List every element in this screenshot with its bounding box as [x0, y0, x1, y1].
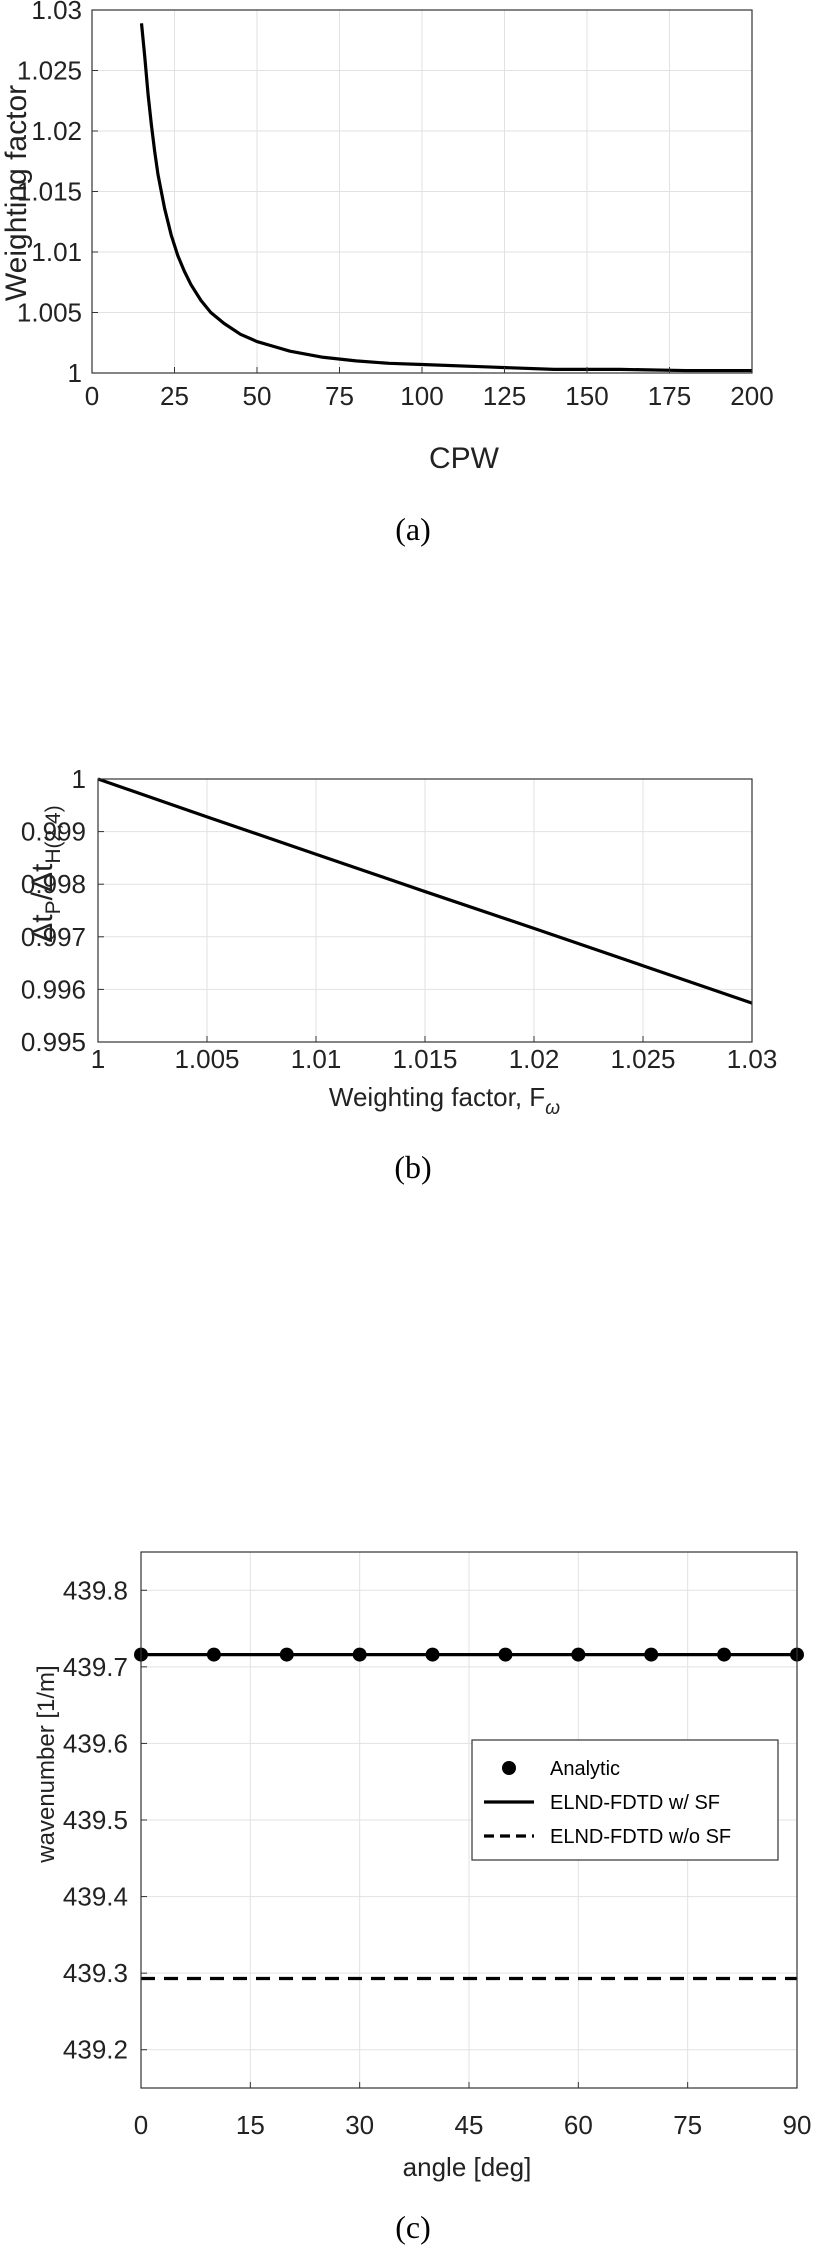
- x-tick-label: 1.015: [392, 1044, 457, 1074]
- chart-b-y-axis-label-mid: /Δt: [26, 863, 59, 900]
- y-tick-label: 1.015: [17, 177, 82, 207]
- x-tick-label: 1.01: [291, 1044, 342, 1074]
- chart-a-y-axis-label: Weighting factor: [0, 85, 33, 301]
- chart-c-caption: (c): [395, 2209, 431, 2245]
- chart-b-x-ticks: 1 1.005 1.01 1.015 1.02 1.025 1.03: [91, 1036, 778, 1074]
- legend-box: [471, 1739, 779, 1861]
- x-tick-label: 25: [160, 381, 189, 411]
- chart-c-x-ticks: 0 15 30 45 60 75 90: [134, 2082, 812, 2140]
- x-tick-label: 1.03: [727, 1044, 778, 1074]
- x-tick-label: 0: [134, 2110, 148, 2140]
- chart-a-x-ticks: 0 25 50 75 100 125 150 175 200: [85, 367, 774, 411]
- chart-b-y-axis-label-sub1: P: [42, 900, 65, 914]
- legend-marker: [502, 1761, 516, 1775]
- y-tick-label: 0.996: [21, 974, 86, 1004]
- y-tick-label: 1: [68, 358, 82, 388]
- y-tick-label: 1.025: [17, 56, 82, 86]
- legend-label: ELND-FDTD w/ SF: [550, 1792, 720, 1814]
- series-line: [139, 23, 752, 373]
- chart-c-legend: Analytic ELND-FDTD w/ SF ELND-FDTD w/o SF: [471, 1739, 779, 1861]
- chart-a-series: [139, 23, 752, 373]
- chart-c-series: [134, 1647, 804, 1981]
- y-tick-label: 1.01: [31, 237, 82, 267]
- x-tick-label: 50: [243, 381, 272, 411]
- chart-b-x-axis-label-sub: ω: [545, 1098, 560, 1119]
- legend-label: Analytic: [550, 1758, 620, 1780]
- y-tick-label: 0.995: [21, 1027, 86, 1057]
- x-tick-label: 125: [483, 381, 526, 411]
- x-tick-label: 75: [673, 2110, 702, 2140]
- x-tick-label: 90: [783, 2110, 812, 2140]
- x-tick-label: 1: [91, 1044, 105, 1074]
- chart-b-x-axis-label-main: Weighting factor, F: [329, 1082, 545, 1112]
- chart-b-y-axis-label-main: Δt: [26, 914, 59, 943]
- chart-b-series: [97, 777, 753, 1005]
- y-tick-label: 439.3: [63, 1958, 128, 1988]
- y-tick-label: 1.02: [31, 116, 82, 146]
- chart-b-caption: (b): [394, 1149, 431, 1185]
- x-tick-label: 200: [730, 381, 773, 411]
- chart-a-y-ticks: 1 1.005 1.01 1.015 1.02 1.025 1.03: [17, 0, 98, 388]
- x-tick-label: 75: [325, 381, 354, 411]
- y-tick-label: 439.6: [63, 1728, 128, 1758]
- x-tick-label: 60: [564, 2110, 593, 2140]
- y-tick-label: 439.4: [63, 1882, 128, 1912]
- legend-label: ELND-FDTD w/o SF: [550, 1826, 731, 1848]
- chart-a: 0 25 50 75 100 125 150 175 200 1 1.005 1.01 1.015 1.…: [0, 0, 774, 547]
- chart-a-x-axis-label: CPW: [429, 442, 500, 475]
- x-tick-label: 1.02: [509, 1044, 560, 1074]
- y-tick-label: 0.998: [21, 869, 86, 899]
- chart-b-y-axis-label-sub2: H(2,4): [42, 805, 65, 863]
- y-tick-label: 439.2: [63, 2035, 128, 2065]
- y-tick-label: 0.997: [21, 922, 86, 952]
- chart-c-y-axis-label: wavenumber [1/m]: [33, 1665, 60, 1863]
- y-tick-label: 0.999: [21, 817, 86, 847]
- y-tick-label: 439.8: [63, 1575, 128, 1605]
- x-tick-label: 0: [85, 381, 99, 411]
- series-line: [97, 777, 753, 1005]
- chart-b-x-axis-label: Weighting factor, Fω: [329, 1082, 560, 1119]
- chart-b: 1 1.005 1.01 1.015 1.02 1.025 1.03 0.9950.9960…: [21, 764, 777, 1185]
- y-tick-label: 439.5: [63, 1805, 128, 1835]
- x-tick-label: 1.005: [174, 1044, 239, 1074]
- y-tick-label: 1.005: [17, 298, 82, 328]
- y-tick-label: 1.03: [31, 0, 82, 25]
- chart-b-y-axis-label: ΔtP/ΔtH(2,4): [26, 805, 65, 942]
- chart-b-y-ticks: 0.995 0.996 0.997 0.998 0.999 1: [21, 764, 104, 1057]
- x-tick-label: 100: [400, 381, 443, 411]
- chart-c-x-axis-label: angle [deg]: [403, 2152, 532, 2182]
- x-tick-label: 45: [455, 2110, 484, 2140]
- x-tick-label: 175: [648, 381, 691, 411]
- chart-a-grid: [91, 9, 753, 374]
- chart-c: 0 15 30 45 60 75 90 439.2439.3439.4439.5439.64…: [33, 1551, 812, 2245]
- x-tick-label: 15: [236, 2110, 265, 2140]
- chart-c-y-ticks: 439.2 439.3 439.4 439.5 439.6 439.7 439.8: [63, 1575, 147, 2065]
- x-tick-label: 30: [345, 2110, 374, 2140]
- chart-a-caption: (a): [395, 511, 431, 547]
- x-tick-label: 150: [565, 381, 608, 411]
- chart-b-grid: [97, 778, 753, 1043]
- y-tick-label: 1: [72, 764, 86, 794]
- y-tick-label: 439.7: [63, 1652, 128, 1682]
- x-tick-label: 1.025: [610, 1044, 675, 1074]
